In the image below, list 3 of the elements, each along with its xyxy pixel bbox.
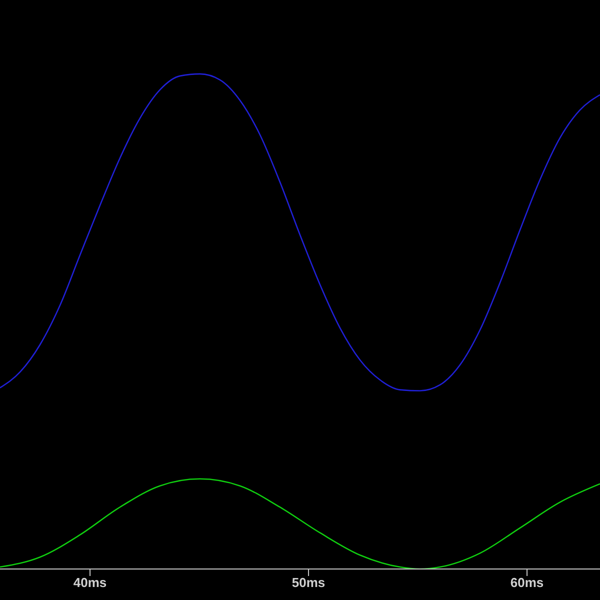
x-tick-label: 50ms bbox=[292, 575, 326, 590]
x-tick-label: 40ms bbox=[73, 575, 107, 590]
x-tick-label: 60ms bbox=[510, 575, 544, 590]
